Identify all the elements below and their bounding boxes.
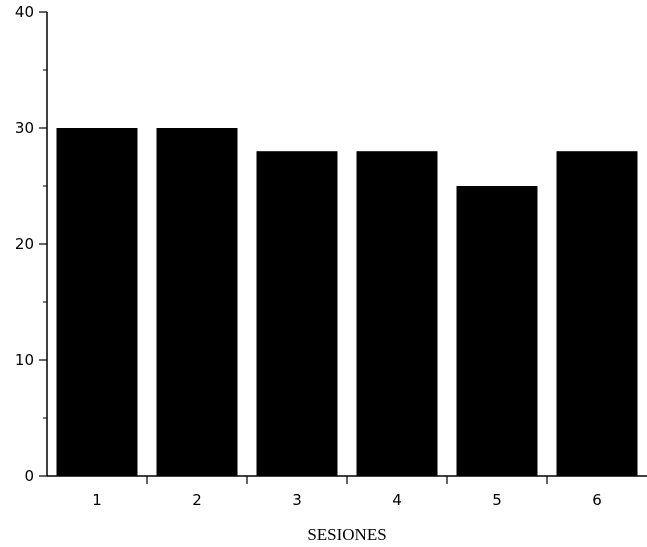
x-axis-title: SESIONES	[307, 525, 386, 544]
x-tick-label-1: 1	[92, 491, 102, 509]
x-tick-label-5: 5	[492, 491, 502, 509]
bar-4	[356, 151, 438, 476]
x-tick-label-4: 4	[392, 491, 402, 509]
bar-1	[56, 128, 138, 476]
y-tick-label-20: 20	[15, 235, 34, 253]
y-tick-label-10: 10	[15, 351, 34, 369]
y-tick-label-0: 0	[24, 467, 34, 485]
y-tick-label-40: 40	[15, 3, 34, 21]
y-ticks: 0 10 20 30 40	[15, 3, 47, 485]
bar-6	[556, 151, 638, 476]
bar-2	[156, 128, 238, 476]
x-tick-label-2: 2	[192, 491, 202, 509]
x-ticks: 1 2 3 4 5 6	[92, 476, 602, 509]
y-tick-label-30: 30	[15, 119, 34, 137]
bar-3	[256, 151, 338, 476]
bar-5	[456, 186, 538, 476]
bars	[56, 128, 638, 476]
x-tick-label-3: 3	[292, 491, 302, 509]
x-tick-label-6: 6	[592, 491, 602, 509]
